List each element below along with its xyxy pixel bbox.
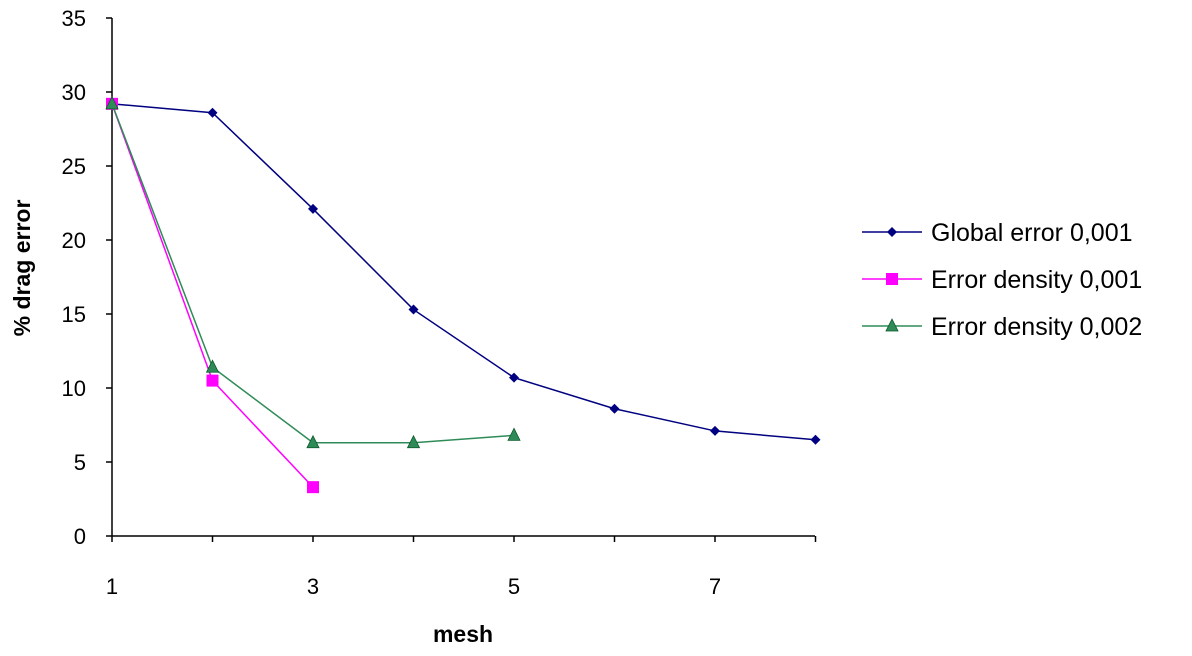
data-point	[609, 403, 620, 414]
series-3	[105, 95, 521, 449]
y-tick-label: 0	[74, 524, 86, 549]
x-ticks: 1 3 5 7	[106, 536, 817, 599]
data-point	[810, 434, 821, 445]
data-point	[207, 107, 218, 118]
legend-item: Error density 0,001	[862, 266, 1142, 294]
series-line	[111, 103, 314, 488]
legend-item: Global error 0,001	[862, 219, 1133, 247]
x-tick-label: 5	[508, 574, 520, 599]
legend-marker	[885, 318, 899, 332]
x-tick-label: 1	[106, 574, 118, 599]
data-point	[408, 304, 419, 315]
legend-label: Global error 0,001	[931, 219, 1133, 247]
series-2	[106, 97, 319, 494]
data-point	[105, 95, 119, 110]
data-point	[205, 359, 220, 373]
y-axis-label: % drag error	[9, 200, 35, 337]
x-tick-label: 7	[709, 574, 721, 599]
legend: Global error 0,001 Error density 0,001 Err…	[862, 219, 1142, 341]
data-point	[206, 374, 219, 387]
legend-label: Error density 0,001	[931, 266, 1142, 294]
series-group	[105, 95, 821, 494]
series-1	[107, 98, 821, 445]
y-tick-label: 10	[62, 376, 86, 401]
y-tick-label: 5	[74, 450, 86, 475]
legend-label: Error density 0,002	[931, 313, 1142, 341]
legend-marker	[887, 227, 897, 237]
series-line	[111, 103, 816, 441]
data-point	[307, 481, 319, 494]
y-tick-label: 35	[62, 6, 86, 31]
data-point	[308, 203, 318, 214]
data-point	[306, 434, 320, 449]
y-tick-label: 25	[62, 154, 86, 179]
legend-item: Error density 0,002	[862, 313, 1142, 341]
x-axis-label: mesh	[433, 621, 493, 647]
y-tick-label: 30	[62, 80, 86, 105]
data-point	[710, 425, 720, 436]
data-point	[507, 427, 521, 441]
x-tick-label: 3	[307, 574, 319, 599]
y-ticks: 0 5 10 15 20 25 30 35	[62, 6, 112, 549]
y-tick-label: 20	[62, 228, 86, 253]
data-point	[406, 434, 421, 449]
legend-marker	[886, 273, 898, 285]
data-point	[509, 372, 519, 383]
series-line	[111, 103, 515, 444]
axes	[111, 18, 815, 537]
y-tick-label: 15	[62, 302, 86, 327]
